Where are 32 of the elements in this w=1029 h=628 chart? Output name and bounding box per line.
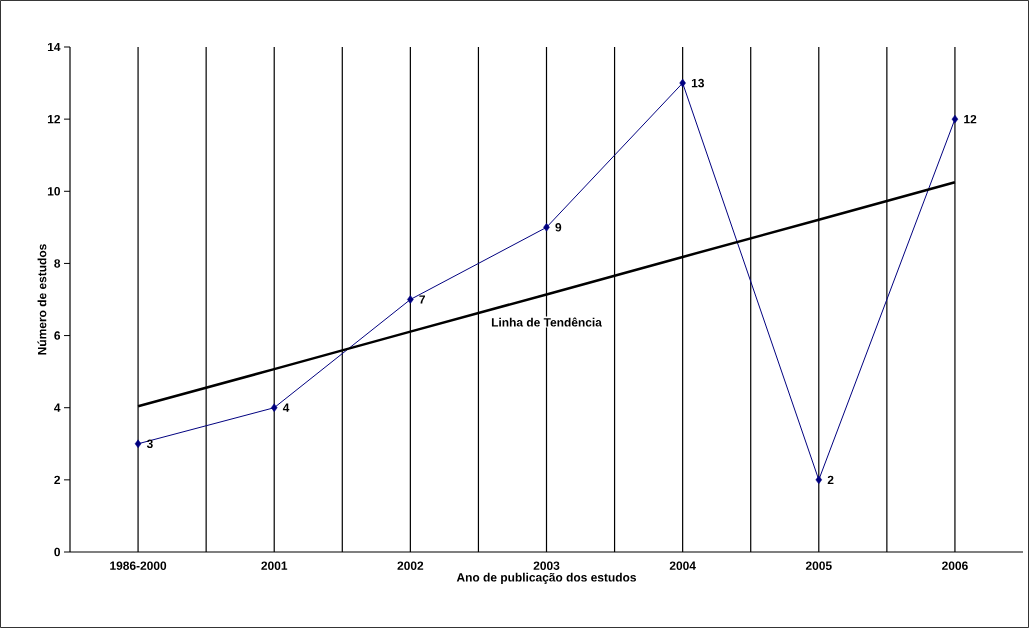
data-label: 2	[827, 475, 834, 485]
data-label: 4	[282, 403, 290, 412]
y-tick-label: 8	[54, 259, 61, 268]
y-tick-label: 14	[47, 42, 61, 52]
x-tick-label: 2004	[669, 561, 696, 570]
x-tick-label: 1986-2000	[110, 561, 167, 570]
data-label: 9	[555, 223, 562, 232]
x-tick-label: 2003	[533, 561, 560, 570]
x-tick-label: 2002	[397, 561, 424, 570]
point	[270, 403, 278, 412]
point	[407, 295, 414, 304]
data-label: 12	[964, 114, 977, 124]
point	[951, 114, 959, 124]
x-tick-label: 2006	[942, 561, 968, 570]
y-tick-label: 0	[54, 547, 61, 557]
point	[134, 439, 142, 449]
point	[543, 223, 550, 232]
point	[679, 78, 686, 88]
y-axis-title: Número de estudos	[37, 244, 47, 355]
data-label: 3	[146, 439, 153, 449]
y-tick-label: 10	[47, 187, 61, 196]
x-tick-label: 2001	[261, 561, 288, 570]
x-tick-label: 2005	[805, 561, 832, 570]
y-tick-label: 6	[54, 331, 61, 340]
x-axis-title: Ano de publicação dos estudos	[456, 572, 637, 584]
y-tick-label: 4	[54, 403, 61, 412]
data-label: 13	[691, 78, 705, 88]
series-label: Linha de Tendência	[491, 317, 602, 327]
point	[815, 475, 823, 485]
y-tick-label: 2	[54, 475, 61, 485]
data-label: 7	[419, 295, 425, 304]
y-tick-label: 12	[47, 114, 61, 124]
